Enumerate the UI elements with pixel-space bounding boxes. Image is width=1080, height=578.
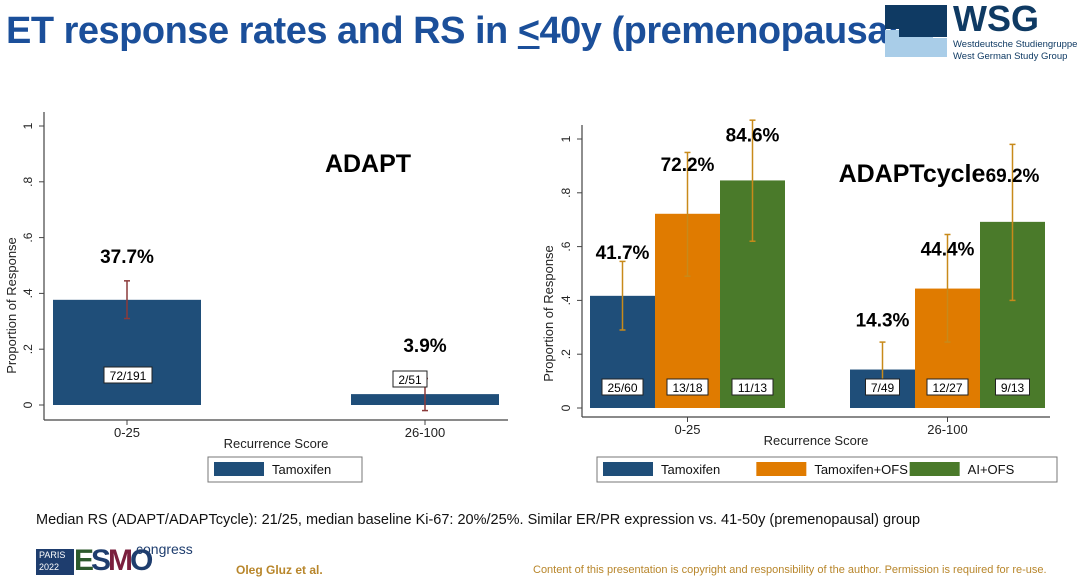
esmo-city: PARIS: [39, 550, 66, 560]
esmo-city-box: PARIS 2022: [36, 549, 74, 575]
esmo-logo: PARIS 2022 ESMO congress: [36, 541, 196, 577]
logo-name: WSG: [953, 0, 1039, 39]
legend-swatch: [756, 462, 807, 476]
count-label: 13/18: [672, 381, 702, 395]
legend-label: Tamoxifen: [272, 462, 331, 477]
y-tick-label: .6: [21, 232, 35, 242]
x-axis-label: Recurrence Score: [764, 433, 869, 448]
x-tick-label: 0-25: [674, 422, 700, 437]
count-label: 9/13: [1001, 381, 1025, 395]
logo-shape: [885, 38, 947, 57]
y-tick-label: .6: [559, 241, 573, 251]
data-label: 41.7%: [596, 243, 650, 264]
logo-line2: West German Study Group: [953, 51, 1068, 62]
esmo-letter: E: [74, 544, 94, 577]
y-tick-label: 1: [21, 122, 35, 129]
data-label: 3.9%: [403, 336, 446, 357]
data-label: 84.6%: [726, 125, 780, 146]
chart-title: ADAPT: [325, 150, 411, 178]
esmo-year: 2022: [39, 562, 60, 572]
count-box: [103, 366, 153, 384]
y-tick-label: 1: [559, 135, 573, 142]
legend-swatch: [909, 462, 960, 476]
y-tick-label: .4: [559, 295, 573, 305]
count-box: [926, 378, 969, 396]
count-label: 25/60: [607, 381, 637, 395]
logo-line1: Westdeutsche Studiengruppe: [953, 39, 1078, 50]
count-box: [995, 378, 1030, 396]
esmo-letter: S: [91, 544, 111, 577]
y-tick-label: .8: [559, 187, 573, 197]
title-text-end: 40y (premenopausal): [539, 10, 911, 52]
legend-label: Tamoxifen: [661, 462, 720, 477]
data-label: 14.3%: [856, 311, 910, 332]
count-label: 12/27: [932, 381, 962, 395]
data-label: 69.2%: [986, 166, 1040, 187]
legend-label: Tamoxifen+OFS: [814, 462, 908, 477]
title-le-symbol: <: [517, 10, 540, 52]
author: Oleg Gluz et al.: [236, 563, 323, 577]
count-box: [865, 378, 900, 396]
esmo-letter: M: [108, 544, 133, 577]
title-text: ET response rates and RS in: [6, 10, 518, 52]
esmo-name: ESMO: [74, 544, 153, 577]
legend-swatch: [214, 462, 264, 476]
count-box: [392, 370, 428, 388]
legend-label: AI+OFS: [968, 462, 1015, 477]
y-tick-label: .2: [559, 349, 573, 359]
x-tick-label: 26-100: [927, 422, 967, 437]
count-label: 72/191: [110, 369, 147, 383]
count-box: [666, 378, 709, 396]
y-tick-label: .8: [21, 176, 35, 186]
count-label: 11/13: [738, 381, 767, 395]
y-tick-label: 0: [21, 401, 35, 408]
copyright-notice: Content of this presentation is copyrigh…: [533, 564, 1047, 576]
y-tick-label: .2: [21, 344, 35, 354]
data-label: 44.4%: [921, 240, 975, 261]
count-label: 7/49: [871, 381, 895, 395]
chart-title: ADAPTcycle: [839, 160, 986, 188]
esmo-congress: congress: [136, 541, 193, 557]
data-label: 72.2%: [661, 155, 715, 176]
legend-swatch: [603, 462, 653, 476]
y-tick-label: .4: [21, 288, 35, 298]
count-box: [601, 378, 644, 396]
x-tick-label: 0-25: [114, 425, 140, 440]
y-axis-label: Proportion of Response: [4, 237, 19, 374]
x-axis-label: Recurrence Score: [224, 436, 329, 451]
page-title: ET response rates and RS in <40y (premen…: [6, 10, 911, 53]
y-tick-label: 0: [559, 404, 573, 411]
data-label: 37.7%: [100, 247, 154, 268]
y-axis-label: Proportion of Response: [541, 245, 556, 382]
legend: [596, 456, 1058, 483]
count-box: [731, 378, 774, 396]
esmo-letter: O: [130, 544, 153, 577]
x-tick-label: 26-100: [405, 425, 445, 440]
count-label: 2/51: [398, 373, 422, 387]
footnote: Median RS (ADAPT/ADAPTcycle): 21/25, med…: [36, 512, 921, 528]
wsg-logo: WSG Westdeutsche Studiengruppe West Germ…: [885, 0, 1080, 62]
logo-shape: [899, 5, 947, 37]
